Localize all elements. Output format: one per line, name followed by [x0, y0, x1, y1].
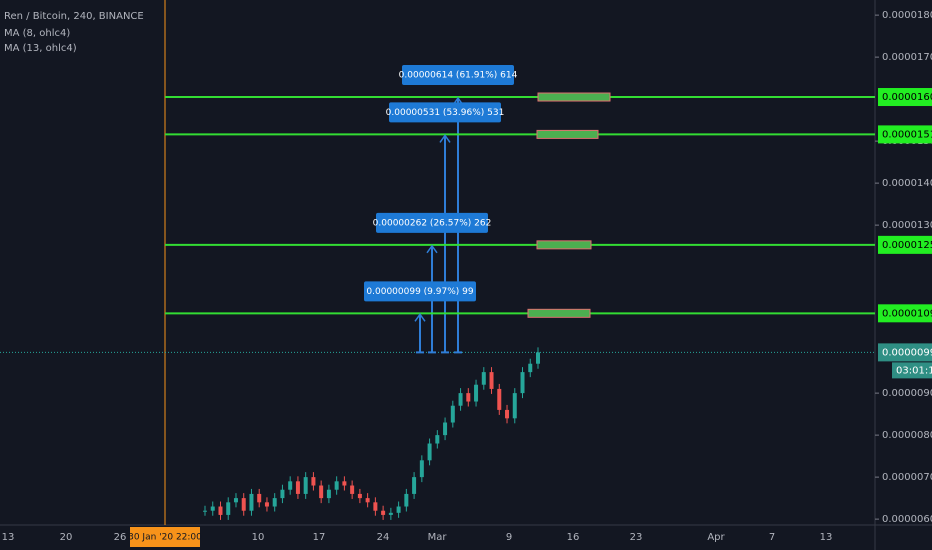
x-tick-label: 9 [506, 532, 512, 543]
candle-body [226, 502, 231, 515]
y-tick-label: 0.00000800 [882, 430, 932, 441]
y-tick-label: 0.00001300 [882, 220, 932, 231]
level-box [878, 88, 932, 107]
y-tick-label: 0.00000900 [882, 388, 932, 399]
measure-box [389, 102, 501, 123]
candle-body [388, 512, 393, 515]
measure-box [376, 212, 488, 233]
candle-body [350, 485, 355, 494]
candle-body [303, 477, 308, 494]
measure-box [402, 65, 514, 86]
candle-body [280, 489, 285, 499]
arrow-head [414, 313, 426, 322]
y-tick-label: 0.00001400 [882, 178, 932, 189]
candle-body [435, 435, 440, 444]
level-label: 0.00001605 [882, 92, 932, 103]
y-tick-label: 0.00000600 [882, 514, 932, 525]
candle-body [342, 481, 347, 486]
measure-label: 0.00000262 (26.57%) 262 [373, 218, 492, 228]
level-box [878, 304, 932, 323]
x-tick-label: 26 [114, 532, 127, 543]
candle-body [319, 485, 324, 499]
candle-body [450, 405, 455, 423]
current-price-box [878, 343, 932, 362]
date-marker-label: 30 Jan '20 22:00 [128, 533, 202, 543]
x-tick-label: Mar [428, 532, 448, 543]
candle-body [264, 502, 269, 507]
candle-body [466, 393, 471, 402]
candle-body [404, 493, 409, 507]
candle-body [357, 493, 362, 499]
level-zone [527, 308, 591, 318]
candle-body [427, 443, 432, 461]
x-tick-label: 23 [630, 532, 643, 543]
x-tick-label: 13 [2, 532, 15, 543]
candle-body [288, 481, 293, 490]
x-tick-label: 20 [60, 532, 73, 543]
level-label: 0.00001090 [882, 308, 932, 319]
candle-body [520, 372, 525, 394]
y-tick-label: 0.00001700 [882, 52, 932, 63]
measure-label: 0.00000099 (9.97%) 99 [366, 287, 473, 297]
x-tick-label: 17 [313, 532, 326, 543]
indicator-label: MA (13, ohlc4) [4, 43, 77, 54]
candle-body [512, 393, 517, 419]
candle-body [443, 422, 448, 436]
countdown-box [892, 362, 932, 379]
y-tick-label: 0.00000700 [882, 472, 932, 483]
candle-body [396, 506, 401, 513]
candle-body [241, 498, 246, 511]
candle-body [257, 493, 262, 503]
candle-body [249, 493, 254, 511]
symbol-title: Ren / Bitcoin, 240, BINANCE [4, 11, 144, 22]
x-tick-label: 13 [820, 532, 833, 543]
level-box [878, 235, 932, 254]
measure-label: 0.00000531 (53.96%) 531 [386, 108, 505, 118]
current-price-label: 0.00000997 [882, 347, 932, 358]
candle-body [474, 384, 479, 402]
candle-body [373, 502, 378, 511]
level-box [878, 125, 932, 144]
y-tick-label: 0.00001800 [882, 10, 932, 21]
indicator-label: MA (8, ohlc4) [4, 28, 70, 39]
x-tick-label: 10 [252, 532, 265, 543]
level-label: 0.00001516 [882, 129, 932, 140]
candle-body [481, 372, 486, 385]
level-zone [537, 92, 611, 102]
candle-body [489, 372, 494, 389]
candle-body [233, 498, 238, 503]
level-zone [536, 129, 599, 139]
measure-label: 0.00000614 (61.91%) 614 [399, 71, 518, 81]
candle-body [272, 498, 277, 507]
date-marker-box [130, 527, 200, 547]
candle-body [218, 506, 223, 515]
candle-body [505, 409, 510, 419]
candle-body [536, 352, 540, 364]
candle-body [203, 510, 207, 512]
candle-body [326, 489, 331, 499]
candle-body [311, 477, 316, 486]
candle-body [458, 393, 463, 406]
candle-body [295, 481, 300, 494]
x-tick-label: Apr [707, 532, 725, 543]
candle-body [419, 460, 424, 478]
arrow-head [439, 134, 451, 143]
candle-body [381, 510, 386, 515]
measure-box [364, 281, 476, 302]
x-tick-label: 7 [769, 532, 775, 543]
candle-body [412, 477, 417, 494]
x-tick-label: 16 [567, 532, 580, 543]
level-zone [536, 240, 592, 250]
candle-body [210, 506, 215, 511]
candle-body [497, 388, 502, 410]
arrow-head [426, 244, 438, 254]
candle-body [528, 363, 533, 373]
countdown-label: 03:01:17 [896, 365, 932, 376]
candle-body [334, 481, 339, 490]
x-tick-label: 24 [377, 532, 390, 543]
level-label: 0.00001253 [882, 240, 932, 251]
candle-body [365, 498, 370, 503]
